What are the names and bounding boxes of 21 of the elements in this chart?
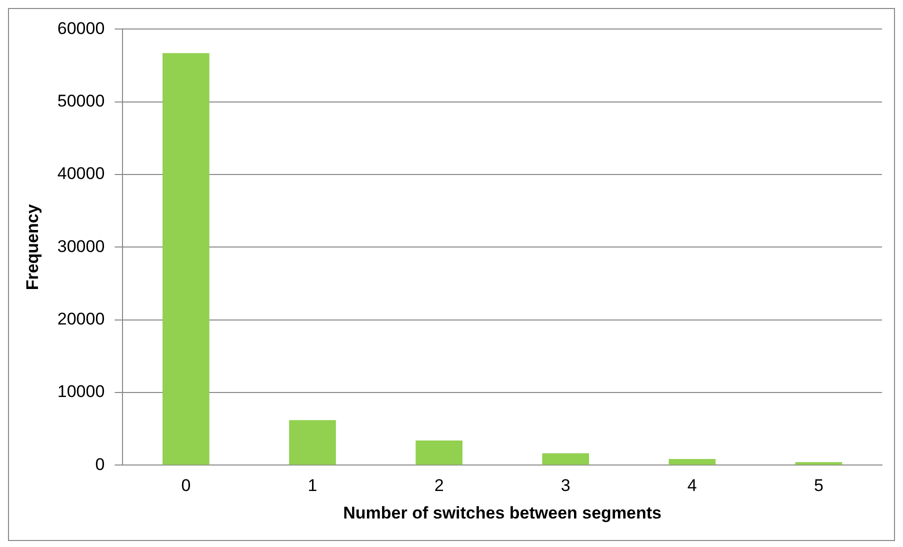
bar bbox=[795, 462, 842, 465]
y-axis-title: Frequency bbox=[22, 204, 42, 290]
y-tick-label: 20000 bbox=[57, 310, 105, 329]
y-tick-label: 30000 bbox=[57, 236, 105, 256]
x-tick-label: 1 bbox=[308, 476, 318, 496]
x-tick-label: 0 bbox=[181, 476, 191, 496]
y-tick-label: 50000 bbox=[57, 92, 105, 111]
bar bbox=[416, 440, 462, 465]
y-tick-label: 40000 bbox=[57, 164, 105, 184]
y-tick-label: 0 bbox=[95, 454, 105, 474]
bar bbox=[162, 53, 210, 465]
y-tick-label: 10000 bbox=[57, 382, 105, 402]
bar bbox=[668, 458, 716, 465]
x-tick-label: 3 bbox=[560, 476, 570, 496]
bar bbox=[289, 420, 336, 465]
x-axis-title: Number of switches between segments bbox=[343, 503, 662, 522]
y-tick-label: 60000 bbox=[57, 18, 105, 38]
x-tick-label: 2 bbox=[434, 476, 444, 496]
x-tick-label: 5 bbox=[814, 476, 824, 496]
bar bbox=[542, 453, 590, 465]
x-tick-label: 4 bbox=[687, 476, 697, 496]
